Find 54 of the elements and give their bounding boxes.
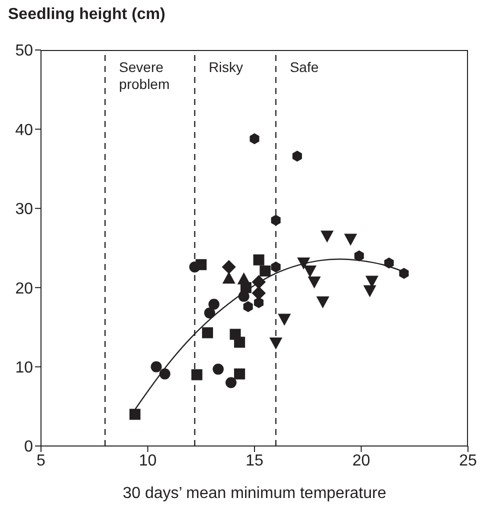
point — [384, 258, 394, 269]
point — [271, 214, 281, 226]
point — [202, 327, 214, 338]
point — [234, 336, 246, 348]
y-tick-label: 0 — [24, 438, 34, 456]
point — [354, 250, 364, 262]
point — [222, 272, 236, 284]
point — [150, 361, 162, 372]
point — [204, 307, 216, 318]
point — [297, 258, 310, 270]
point — [278, 314, 291, 326]
point — [363, 285, 376, 298]
point — [399, 268, 409, 279]
point — [304, 265, 317, 278]
point — [269, 338, 282, 350]
ref-line-label: Safe — [290, 59, 319, 75]
point — [253, 254, 264, 266]
point — [260, 265, 271, 276]
point — [252, 286, 266, 300]
x-tick-label: 5 — [36, 452, 46, 470]
point — [254, 297, 264, 308]
point — [129, 408, 140, 420]
ref-line-label: Severe problem — [119, 59, 170, 92]
point — [344, 234, 358, 246]
point — [159, 368, 170, 380]
point — [191, 369, 202, 380]
y-axis-title: Seedling height (cm) — [8, 6, 166, 24]
point — [208, 298, 220, 310]
point — [212, 364, 224, 375]
x-tick-label: 25 — [459, 452, 477, 470]
point — [316, 296, 330, 308]
point — [238, 290, 250, 302]
point — [252, 275, 266, 290]
x-tick-label: 20 — [352, 452, 370, 470]
point — [292, 150, 302, 162]
y-tick-label: 40 — [15, 122, 34, 139]
point — [271, 262, 281, 273]
point — [320, 230, 334, 243]
y-tick-label: 50 — [15, 42, 34, 60]
x-tick-label: 15 — [246, 452, 264, 470]
point — [250, 133, 260, 144]
x-tick-label: 10 — [138, 452, 157, 470]
point — [222, 260, 236, 274]
x-axis-title: 30 days’ mean minimum temperature — [122, 485, 386, 502]
point — [243, 301, 253, 312]
point — [234, 368, 246, 380]
ref-line-label: Risky — [208, 59, 243, 75]
point — [308, 276, 321, 289]
point — [189, 262, 200, 273]
y-tick-label: 30 — [15, 201, 34, 218]
point — [226, 377, 237, 388]
point — [237, 272, 250, 284]
y-tick-label: 10 — [15, 359, 34, 376]
y-tick-label: 20 — [15, 280, 34, 298]
